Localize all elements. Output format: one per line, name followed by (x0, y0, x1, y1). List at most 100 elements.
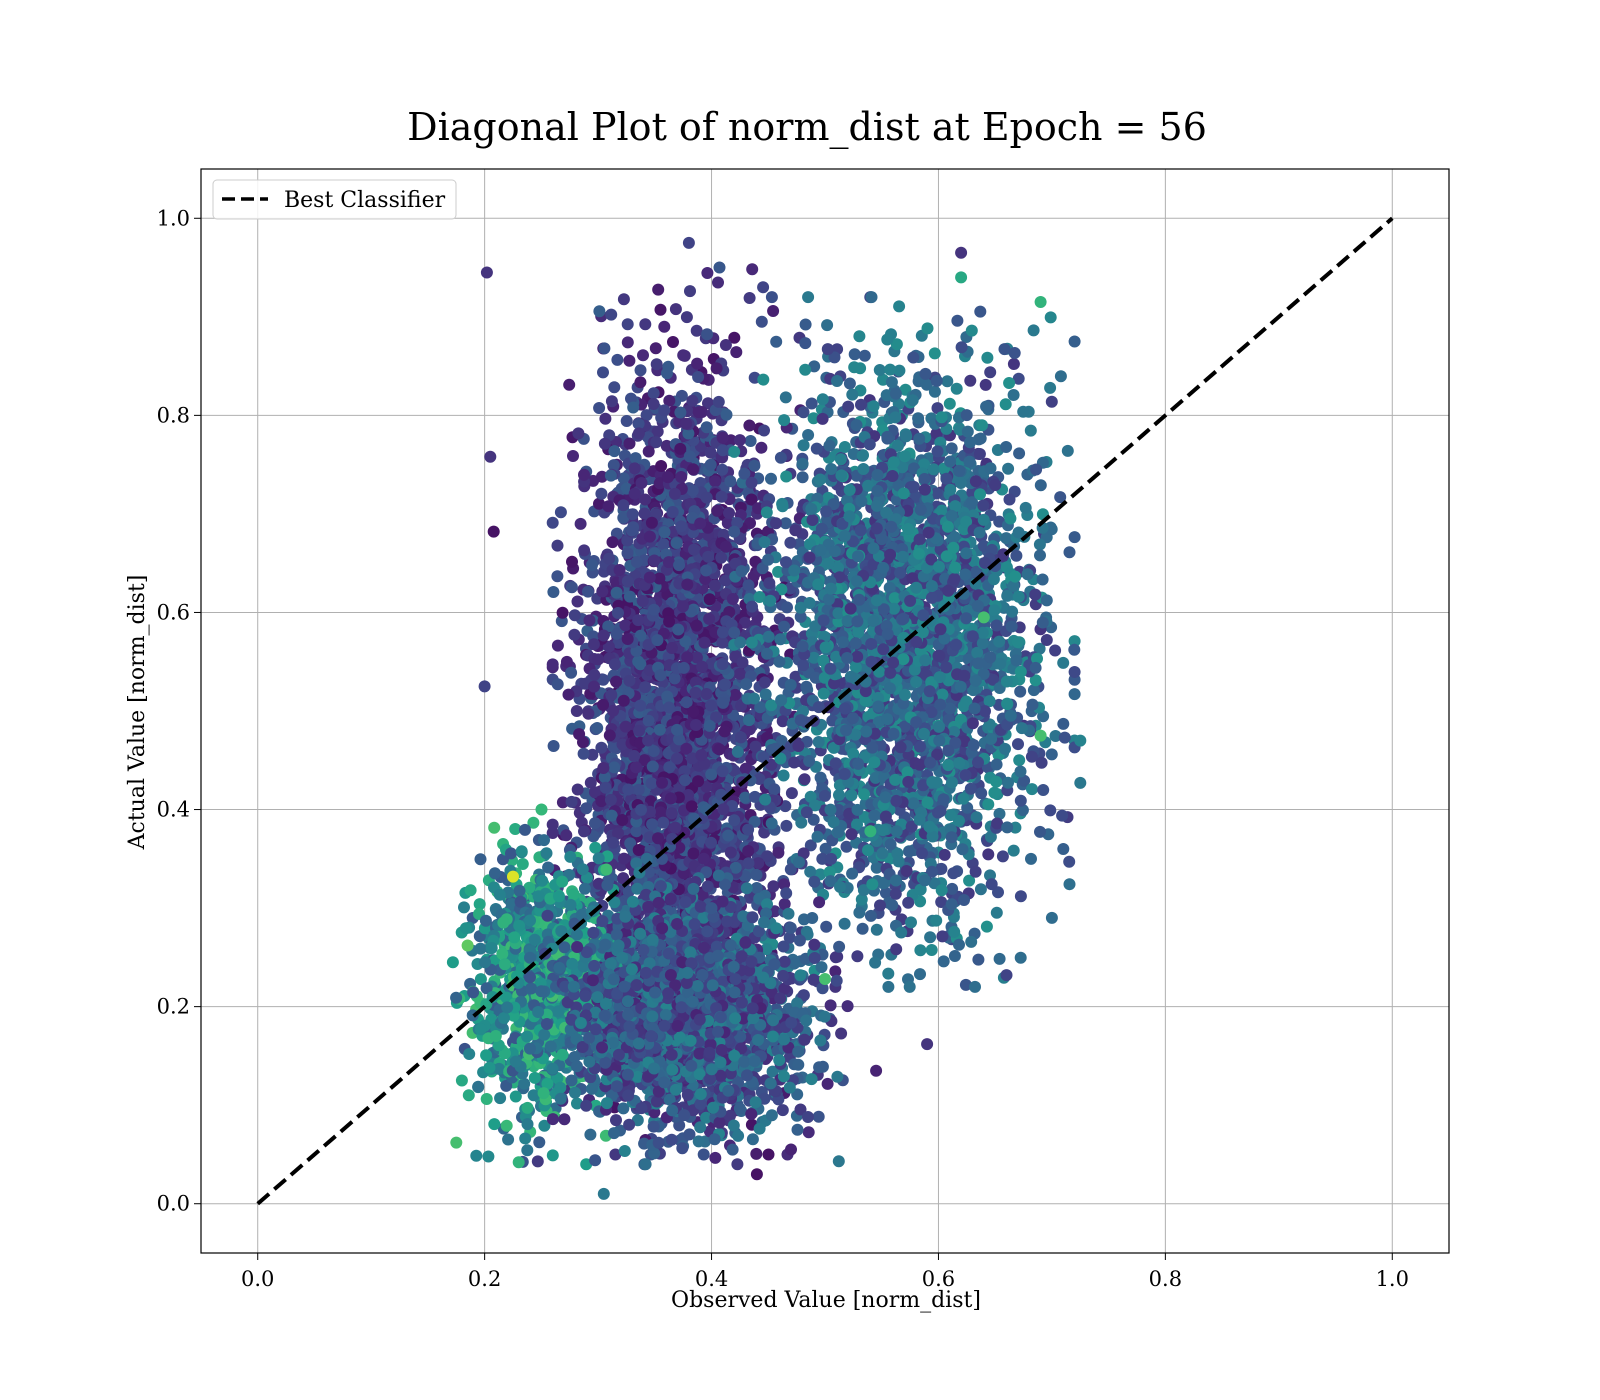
scatter-point (774, 451, 787, 464)
scatter-point (663, 615, 676, 628)
scatter-point (617, 499, 630, 512)
scatter-point (630, 556, 643, 568)
scatter-point (1040, 634, 1053, 646)
scatter-point (634, 376, 647, 389)
scatter-point (632, 844, 645, 856)
scatter-point (728, 814, 741, 827)
scatter-point (612, 607, 624, 619)
scatter-point (672, 623, 685, 636)
scatter-point (1014, 794, 1027, 807)
scatter-point (1044, 804, 1057, 817)
scatter-point (668, 672, 681, 685)
scatter-point (563, 378, 576, 391)
scatter-point (568, 609, 581, 622)
scatter-point (708, 579, 721, 592)
scatter-point (730, 346, 743, 359)
scatter-point (551, 639, 564, 652)
scatter-point (547, 740, 560, 752)
scatter-point (635, 477, 648, 489)
scatter-point (784, 536, 797, 549)
scatter-point (773, 655, 786, 668)
scatter-point (622, 783, 635, 796)
scatter-point (938, 848, 951, 861)
scatter-point (635, 803, 647, 816)
scatter-point (632, 427, 645, 440)
scatter-point (602, 500, 615, 513)
scatter-point (666, 506, 679, 518)
scatter-point (733, 667, 746, 680)
scatter-point (677, 600, 689, 613)
scatter-point (639, 493, 652, 506)
scatter-point (1061, 444, 1074, 457)
scatter-point (628, 462, 641, 475)
scatter-point (673, 559, 686, 572)
scatter-point (658, 526, 671, 539)
scatter-point (663, 701, 675, 714)
scatter-point (686, 394, 699, 407)
scatter-point (560, 829, 573, 842)
scatter-point (713, 261, 726, 274)
scatter-point (1025, 852, 1037, 865)
scatter-point (636, 595, 649, 607)
scatter-point (640, 409, 653, 422)
scatter-point (556, 796, 569, 809)
scatter-point (696, 660, 709, 673)
scatter-point (996, 850, 1009, 863)
scatter-point (825, 463, 838, 475)
scatter-point (628, 750, 641, 762)
scatter-point (551, 678, 564, 691)
scatter-point (586, 559, 598, 571)
scatter-point (620, 415, 633, 427)
scatter-point (647, 745, 660, 757)
scatter-point (750, 1147, 763, 1160)
scatter-point (588, 680, 600, 693)
scatter-point (560, 655, 573, 668)
scatter-point (719, 678, 731, 691)
scatter-point (565, 666, 578, 679)
scatter-point (914, 944, 927, 957)
scatter-point (776, 715, 789, 728)
scatter-point (642, 734, 655, 747)
scatter-point (658, 404, 671, 417)
scatter-point (950, 382, 963, 395)
scatter-point (713, 743, 726, 756)
scatter-point (767, 880, 780, 893)
scatter-point (757, 281, 770, 294)
scatter-point (1019, 501, 1032, 514)
scatter-point (913, 432, 926, 445)
scatter-point (674, 406, 687, 419)
scatter-point (665, 642, 678, 654)
scatter-point (608, 445, 621, 458)
scatter-point (890, 943, 903, 956)
scatter-point (603, 552, 616, 565)
scatter-point (567, 450, 579, 462)
scatter-point (685, 800, 698, 813)
scatter-point (637, 349, 649, 362)
scatter-point (610, 586, 623, 599)
scatter-point (665, 807, 678, 820)
scatter-point (623, 437, 636, 450)
scatter-point (623, 674, 636, 687)
scatter-point (865, 291, 878, 304)
scatter-point (661, 367, 673, 380)
scatter-point (856, 922, 869, 935)
scatter-point (681, 578, 694, 591)
scatter-point (587, 638, 600, 651)
scatter-point (757, 373, 770, 386)
scatter-point (847, 747, 860, 760)
scatter-point (739, 791, 752, 804)
scatter-point (770, 517, 782, 530)
scatter-point (722, 829, 735, 842)
scatter-point (842, 400, 855, 413)
scatter-point (633, 724, 646, 737)
scatter-point (703, 612, 716, 625)
scatter-point (777, 769, 790, 782)
scatter-point (605, 809, 618, 822)
scatter-point (664, 792, 677, 805)
scatter-point (687, 463, 700, 476)
scatter-point (617, 694, 630, 707)
scatter-point (654, 303, 667, 316)
scatter-point (617, 472, 630, 485)
scatter-point (621, 547, 634, 560)
scatter-point (599, 412, 612, 425)
